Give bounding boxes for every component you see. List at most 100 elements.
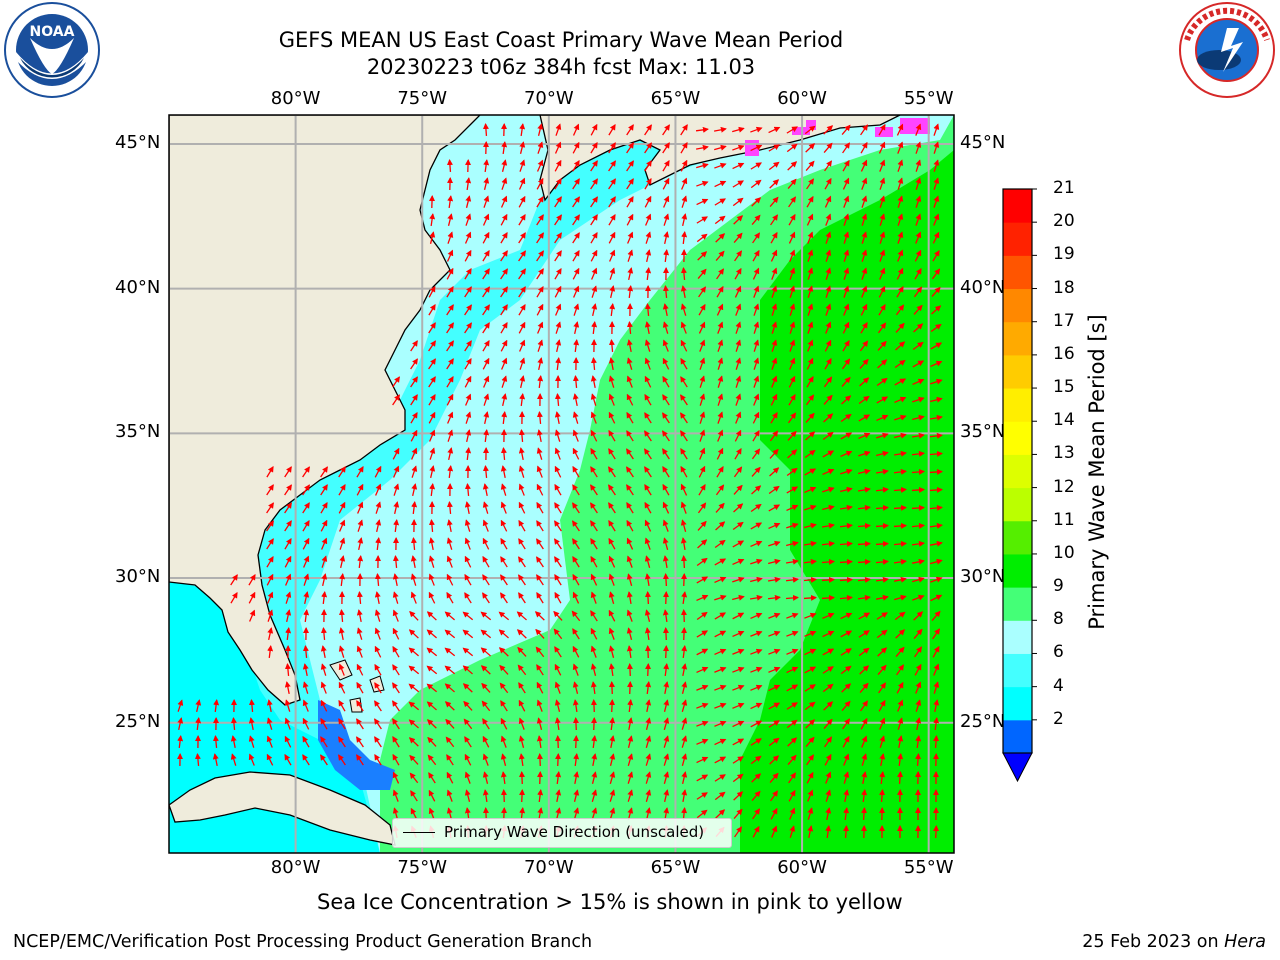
wave-arrow bbox=[805, 143, 816, 153]
wave-arrow bbox=[554, 556, 562, 568]
wave-arrow bbox=[750, 630, 763, 637]
wave-arrow bbox=[893, 558, 907, 565]
wave-arrow bbox=[714, 648, 727, 656]
wave-arrow bbox=[591, 303, 598, 316]
wave-arrow bbox=[752, 232, 760, 244]
wave-arrow bbox=[572, 628, 580, 640]
wave-arrow bbox=[861, 267, 868, 280]
wave-arrow bbox=[501, 375, 508, 388]
wave-arrow bbox=[464, 304, 472, 316]
map-gridlines bbox=[169, 115, 954, 853]
wave-arrow bbox=[482, 519, 489, 532]
wave-arrow bbox=[860, 141, 868, 154]
wave-arrow bbox=[554, 250, 562, 262]
colorbar-segment bbox=[1003, 520, 1032, 555]
wave-arrow bbox=[392, 394, 400, 406]
wave-arrow bbox=[699, 357, 706, 370]
wave-arrow bbox=[879, 789, 886, 803]
wave-arrow bbox=[410, 411, 418, 424]
wave-arrow bbox=[608, 466, 616, 478]
wave-arrow bbox=[501, 141, 508, 155]
wave-arrow bbox=[713, 126, 727, 133]
wave-arrow bbox=[464, 249, 472, 262]
wave-arrow bbox=[572, 232, 580, 244]
wave-arrow bbox=[285, 609, 292, 622]
wave-arrow bbox=[644, 177, 652, 190]
footer-host: Hera bbox=[1224, 932, 1266, 952]
wave-arrow bbox=[771, 339, 778, 352]
wave-arrow bbox=[930, 360, 943, 368]
colorbar bbox=[1002, 188, 1037, 783]
wave-arrow bbox=[554, 646, 562, 658]
colorbar-segment bbox=[1003, 686, 1032, 721]
wave-arrow bbox=[753, 303, 760, 316]
wave-arrow bbox=[821, 540, 835, 547]
wave-arrow bbox=[375, 519, 382, 532]
wave-arrow bbox=[429, 483, 436, 497]
wave-arrow bbox=[464, 340, 472, 352]
wave-arrow bbox=[339, 519, 346, 532]
wave-arrow bbox=[768, 522, 781, 530]
wave-arrow bbox=[912, 360, 925, 368]
wave-arrow bbox=[410, 537, 417, 551]
wave-arrow bbox=[878, 303, 886, 316]
wave-arrow bbox=[698, 303, 706, 316]
wave-arrow bbox=[608, 142, 616, 154]
wave-arrow bbox=[893, 450, 907, 457]
wave-arrow bbox=[500, 465, 507, 479]
wave-arrow bbox=[911, 504, 925, 511]
lon-tick-label: 80°W bbox=[270, 88, 321, 109]
wave-arrow bbox=[841, 358, 851, 370]
wave-arrow bbox=[680, 124, 688, 136]
wave-arrow bbox=[302, 537, 310, 550]
wave-arrow bbox=[537, 321, 544, 334]
wave-arrow bbox=[933, 123, 940, 136]
wave-arrow bbox=[825, 249, 832, 262]
wave-arrow bbox=[285, 627, 292, 641]
wave-arrow bbox=[644, 375, 652, 388]
wave-arrow bbox=[680, 303, 687, 316]
colorbar-segment bbox=[1003, 288, 1032, 323]
wave-arrow bbox=[839, 576, 853, 583]
wave-arrow bbox=[752, 267, 760, 280]
wave-arrow bbox=[699, 339, 706, 352]
wave-arrow bbox=[768, 630, 781, 637]
wave-arrow bbox=[446, 537, 453, 550]
wave-arrow bbox=[410, 358, 418, 370]
lon-tick-label: 55°W bbox=[903, 857, 954, 878]
wave-arrow bbox=[770, 214, 778, 226]
wave-arrow bbox=[768, 144, 780, 152]
wave-arrow bbox=[733, 232, 743, 243]
wave-arrow bbox=[284, 537, 292, 550]
wave-arrow bbox=[518, 483, 525, 496]
wave-arrow bbox=[823, 376, 833, 388]
wave-arrow bbox=[554, 591, 562, 604]
wave-arrow bbox=[897, 159, 904, 172]
wave-arrow bbox=[785, 576, 799, 583]
wave-arrow bbox=[697, 268, 707, 279]
wave-arrow bbox=[789, 339, 796, 352]
wave-arrow bbox=[861, 231, 868, 244]
wave-arrow bbox=[410, 376, 418, 388]
colorbar-tick-label: 2 bbox=[1053, 708, 1064, 729]
wave-arrow bbox=[914, 267, 922, 280]
wave-arrow bbox=[893, 468, 907, 475]
wave-arrow bbox=[464, 519, 471, 532]
wave-arrow bbox=[572, 393, 579, 407]
wave-arrow bbox=[789, 303, 796, 316]
colorbar-extend-arrow bbox=[1002, 752, 1033, 783]
wave-arrow bbox=[428, 340, 436, 352]
wave-arrow bbox=[804, 648, 817, 656]
wave-arrow bbox=[932, 645, 940, 658]
wave-arrow bbox=[428, 591, 436, 604]
wave-arrow bbox=[536, 520, 544, 532]
wave-arrow bbox=[320, 627, 327, 641]
wave-arrow bbox=[500, 339, 508, 352]
wave-arrow bbox=[911, 486, 925, 493]
wave-arrow bbox=[464, 592, 472, 604]
wave-arrow bbox=[408, 647, 419, 657]
wave-arrow bbox=[714, 180, 727, 188]
wave-arrow bbox=[572, 556, 580, 568]
wave-arrow bbox=[825, 303, 832, 316]
wave-arrow bbox=[681, 573, 688, 587]
